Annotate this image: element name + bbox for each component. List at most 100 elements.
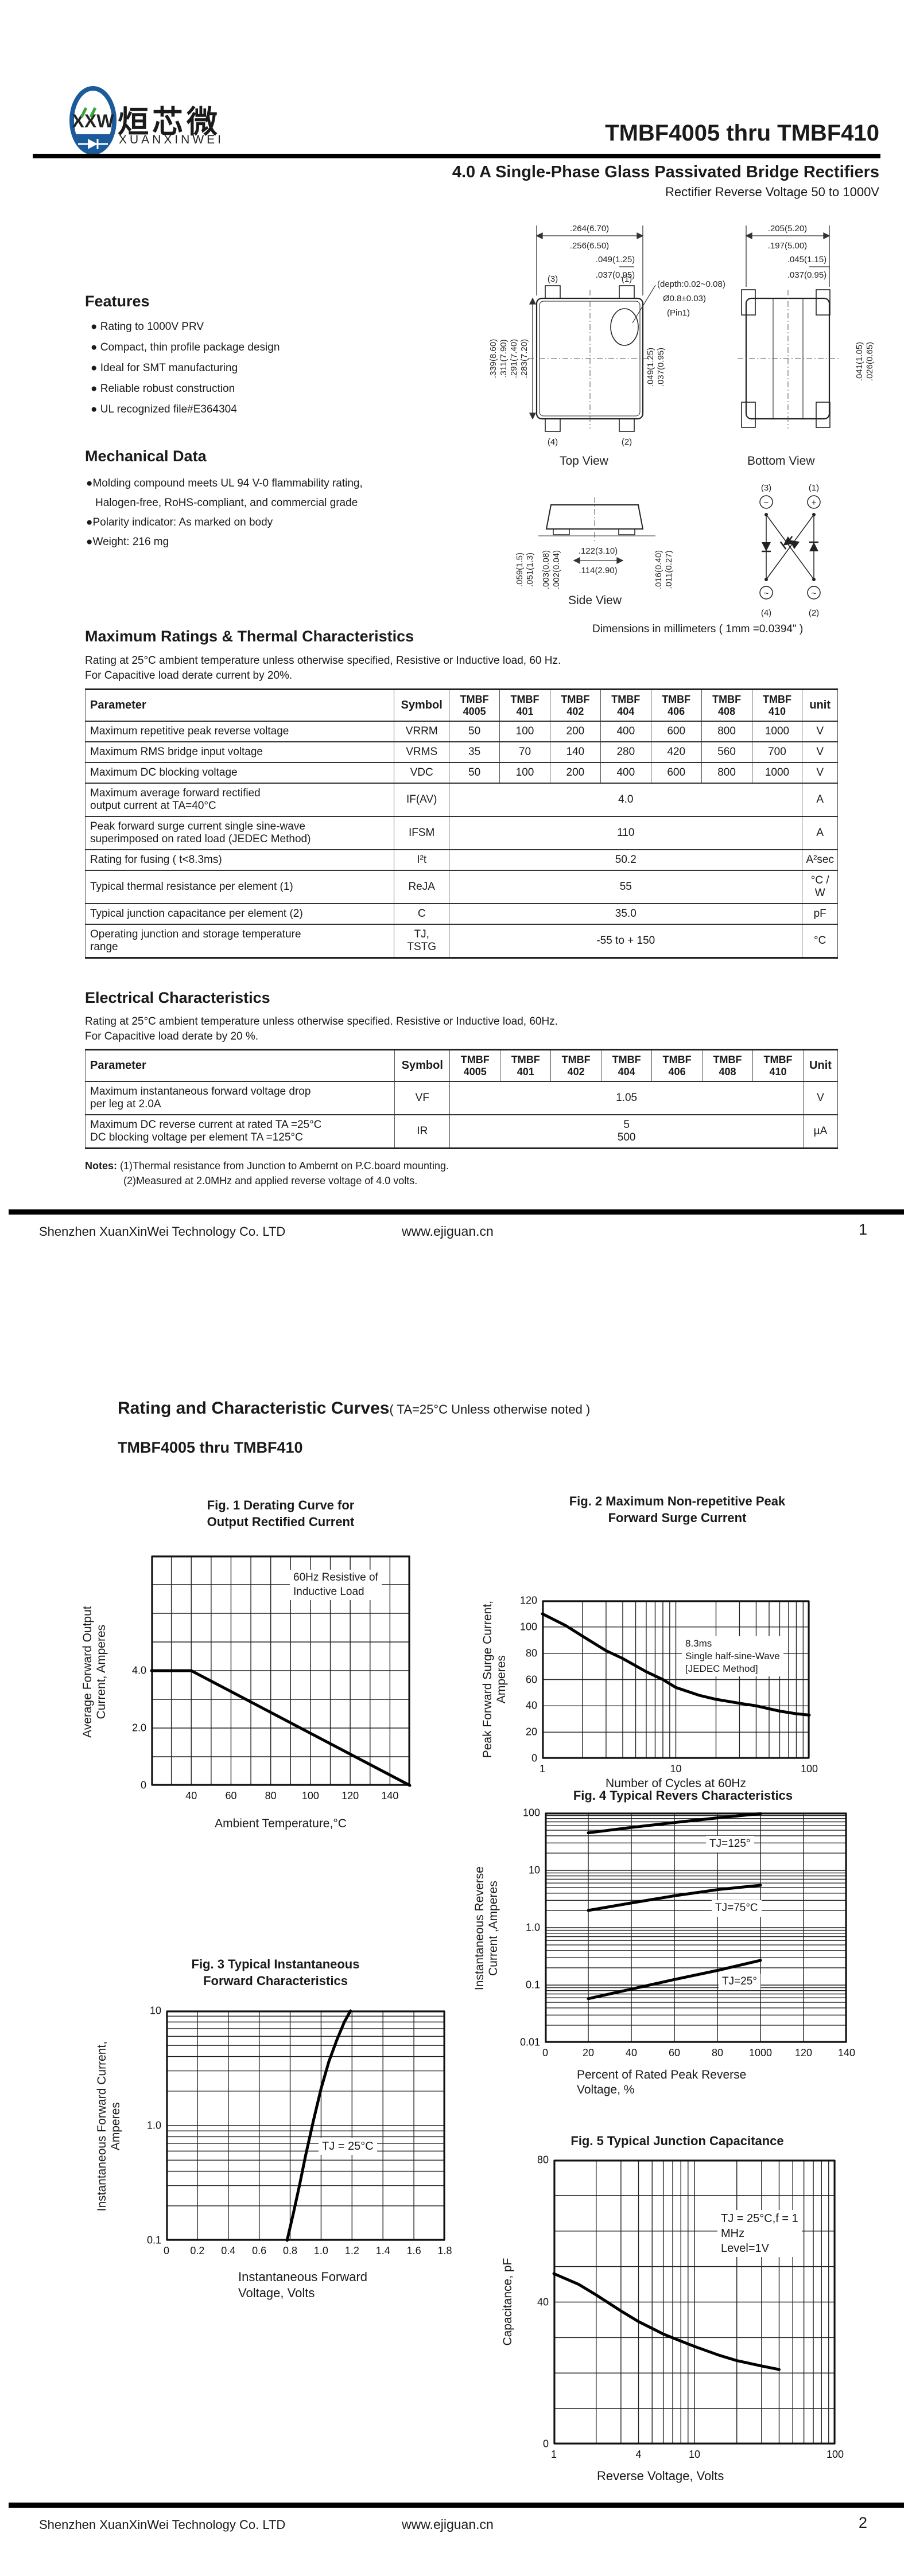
brand-english: XUANXINWEI bbox=[119, 133, 224, 146]
x-tick-label: 140 bbox=[381, 1790, 399, 1801]
x-tick-label: 0.6 bbox=[252, 2245, 267, 2256]
table-cell: 560 bbox=[701, 741, 752, 763]
table-header-cell: TMBF 402 bbox=[549, 689, 601, 722]
feature-item: ● UL recognized file#E364304 bbox=[91, 403, 237, 415]
fig3-title: Fig. 3 Typical Instantaneous Forward Cha… bbox=[191, 1957, 360, 1988]
table-cell: A bbox=[802, 783, 838, 817]
fig4-chart: 0 20 40 60 80 1000 120 140 0.01 0.1 1.0 10 100 bbox=[520, 1807, 855, 2059]
table-cell: Typical thermal resistance per element (… bbox=[84, 870, 395, 904]
x-tick-label: 60 bbox=[668, 2047, 681, 2059]
table-cell: TJ, TSTG bbox=[394, 924, 450, 959]
footer-page-number: 2 bbox=[859, 2514, 868, 2531]
x-tick-label: 100 bbox=[826, 2449, 844, 2460]
company-logo: XXW bbox=[69, 86, 117, 155]
table-cell: Peak forward surge current single sine-w… bbox=[84, 816, 395, 850]
dim-label: .016(0.40) bbox=[654, 550, 663, 589]
table-cell: Typical junction capacitance per element… bbox=[84, 903, 395, 925]
table-row: Maximum DC blocking voltage VDC 50 100 200 40… bbox=[84, 762, 838, 784]
dim-label: .291(7.40) bbox=[509, 339, 519, 378]
table-cell: VRMS bbox=[394, 741, 450, 763]
table-cell: 100 bbox=[499, 721, 550, 742]
table-header-cell: TMBF 406 bbox=[650, 689, 702, 722]
dim-label: (Pin1) bbox=[667, 308, 690, 318]
x-tick-label: 0.2 bbox=[190, 2245, 205, 2256]
table-cell: 800 bbox=[701, 762, 752, 784]
dim-label: .339(8.60) bbox=[488, 339, 498, 378]
table-cell: 1000 bbox=[751, 721, 803, 742]
bottom-view-caption: Bottom View bbox=[747, 454, 815, 468]
fig4-title: Fig. 4 Typical Revers Characteristics bbox=[573, 1788, 793, 1803]
y-tick-label: 4.0 bbox=[131, 1664, 146, 1676]
pin-label: (1) bbox=[622, 274, 632, 284]
feature-item: ● Compact, thin profile package design bbox=[91, 341, 280, 353]
dim-label: .049(1.25) bbox=[596, 255, 635, 264]
y-tick-label: 0.1 bbox=[146, 2234, 161, 2246]
x-tick-label: 140 bbox=[837, 2047, 856, 2059]
feature-item: ● Ideal for SMT manufacturing bbox=[91, 362, 238, 374]
table-cell: VDC bbox=[394, 762, 450, 784]
fig2-series-surge bbox=[541, 1612, 811, 1717]
table-cell: Maximum average forward rectified output… bbox=[84, 783, 395, 817]
table-cell: I²t bbox=[394, 849, 450, 871]
dim-label: (depth:0.02~0.08) bbox=[657, 279, 725, 289]
pin-label: (4) bbox=[761, 608, 771, 618]
notes-line1: Notes: (1)Thermal resistance from Juncti… bbox=[85, 1160, 449, 1172]
y-tick-label: 0.01 bbox=[519, 2036, 540, 2048]
fig2-title: Fig. 2 Maximum Non-repetitive Peak Forwa… bbox=[569, 1494, 786, 1525]
table-header-cell: TMBF 410 bbox=[751, 689, 803, 722]
y-tick-label: 1.0 bbox=[525, 1921, 540, 1933]
x-tick-label: 40 bbox=[185, 1790, 197, 1801]
table-cell: Rating for fusing ( t<8.3ms) bbox=[84, 849, 395, 871]
pin-label: (3) bbox=[761, 483, 771, 493]
fig4-xlabel: Percent of Rated Peak Reverse Voltage, % bbox=[577, 2068, 747, 2097]
x-tick-label: 100 bbox=[800, 1763, 818, 1775]
fig5-ylabel: Capacitance, pF bbox=[500, 2258, 514, 2346]
table-cell: ReJA bbox=[394, 870, 450, 904]
table-cell: Maximum RMS bridge input voltage bbox=[84, 741, 395, 763]
table-cell: 200 bbox=[549, 762, 601, 784]
x-tick-label: 40 bbox=[625, 2047, 638, 2059]
table-cell: 70 bbox=[499, 741, 550, 763]
y-tick-label: 0 bbox=[531, 1752, 537, 1764]
brand-chinese: 烜芯微 bbox=[118, 105, 221, 139]
x-tick-label: 0.8 bbox=[283, 2245, 298, 2256]
fig3-series-vf bbox=[285, 2009, 352, 2242]
table-cell: °C / W bbox=[802, 870, 838, 904]
fig4-plot bbox=[545, 1812, 847, 2043]
electrical-table: Parameter Symbol TMBF 4005 TMBF 401 TMBF 402… bbox=[84, 1049, 839, 1150]
footer-url: www.ejiguan.cn bbox=[402, 1224, 494, 1239]
fig1-xlabel: Ambient Temperature,°C bbox=[215, 1817, 347, 1830]
curves-subheading: TMBF4005 thru TMBF410 bbox=[118, 1439, 303, 1456]
fig1-title: Fig. 1 Derating Curve for Output Rectifi… bbox=[207, 1498, 355, 1529]
x-tick-label: 20 bbox=[582, 2047, 595, 2059]
electrical-heading: Electrical Characteristics bbox=[85, 989, 270, 1006]
x-tick-label: 80 bbox=[711, 2047, 724, 2059]
header-rule bbox=[33, 154, 880, 158]
ratings-heading: Maximum Ratings & Thermal Characteristic… bbox=[85, 628, 414, 645]
table-header-cell: Symbol bbox=[394, 1049, 451, 1082]
table-cell: Maximum instantaneous forward voltage dr… bbox=[84, 1081, 395, 1115]
table-cell: 4.0 bbox=[449, 783, 803, 817]
x-tick-label: 1.6 bbox=[406, 2245, 421, 2256]
fig4-label-125: TJ=125° bbox=[706, 1836, 754, 1853]
dim-label: .264(6.70) bbox=[570, 224, 609, 234]
dim-label: .114(2.90) bbox=[579, 566, 617, 575]
table-cell: IR bbox=[394, 1114, 451, 1149]
table-header-cell: Parameter bbox=[84, 1049, 395, 1082]
electrical-note1: Rating at 25°C ambient temperature unles… bbox=[85, 1015, 558, 1028]
table-cell: VF bbox=[394, 1081, 451, 1115]
doc-title: TMBF4005 thru TMBF410 bbox=[605, 120, 879, 146]
mechanical-item: Halogen-free, RoHS-compliant, and commer… bbox=[95, 497, 358, 509]
x-tick-label: 1.2 bbox=[344, 2245, 359, 2256]
x-tick-label: 10 bbox=[688, 2449, 701, 2460]
table-row: Maximum DC reverse current at rated TA =… bbox=[84, 1114, 839, 1149]
y-tick-label: 2.0 bbox=[131, 1722, 146, 1734]
table-cell: 35 bbox=[449, 741, 500, 763]
footer-rule bbox=[9, 1209, 904, 1215]
dim-label: .205(5.20) bbox=[768, 224, 807, 234]
table-cell: V bbox=[802, 762, 838, 784]
dimension-note: Dimensions in millimeters ( 1mm =0.0394"… bbox=[592, 623, 804, 635]
dim-label: .003(0.08) bbox=[541, 550, 551, 589]
table-header-cell: TMBF 404 bbox=[601, 1049, 653, 1082]
table-cell: 600 bbox=[650, 721, 702, 742]
